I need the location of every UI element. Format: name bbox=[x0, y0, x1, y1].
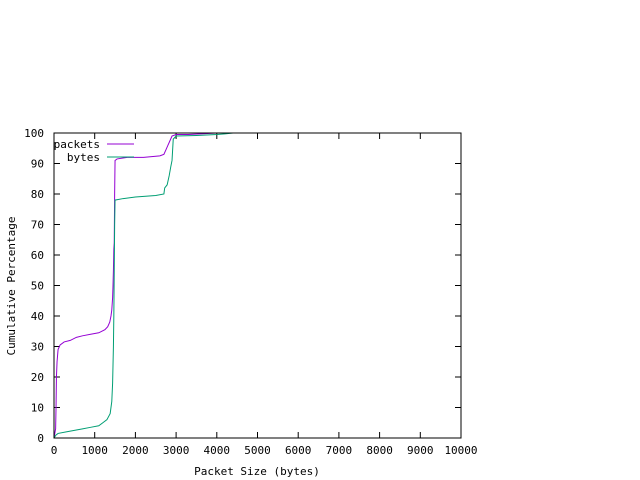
x-axis-label: Packet Size (bytes) bbox=[194, 465, 320, 478]
series-layer bbox=[53, 132, 238, 439]
y-tick-label: 50 bbox=[31, 280, 44, 293]
y-tick-label: 80 bbox=[31, 188, 44, 201]
x-tick-label: 9000 bbox=[407, 444, 434, 457]
x-tick-label: 2000 bbox=[122, 444, 149, 457]
x-tick-label: 4000 bbox=[204, 444, 231, 457]
x-tick-label: 7000 bbox=[326, 444, 353, 457]
x-tick-label: 8000 bbox=[366, 444, 393, 457]
y-tick-label: 100 bbox=[24, 127, 44, 140]
y-tick-label: 40 bbox=[31, 310, 44, 323]
series-line-packets bbox=[53, 132, 230, 439]
y-tick-label: 60 bbox=[31, 249, 44, 262]
x-tick-label: 3000 bbox=[163, 444, 190, 457]
y-axis-label: Cumulative Percentage bbox=[5, 216, 18, 355]
plot-frame bbox=[53, 132, 462, 439]
y-tick-label: 30 bbox=[31, 341, 44, 354]
y-tick-label: 10 bbox=[31, 402, 44, 415]
legend-label-bytes: bytes bbox=[67, 151, 100, 164]
x-tick-label: 5000 bbox=[244, 444, 271, 457]
x-tick-label: 6000 bbox=[285, 444, 312, 457]
series-line-bytes bbox=[53, 132, 238, 439]
x-tick-label: 1000 bbox=[81, 444, 108, 457]
y-tick-label: 70 bbox=[31, 219, 44, 232]
y-tick-label: 90 bbox=[31, 158, 44, 171]
x-tick-label: 0 bbox=[51, 444, 58, 457]
y-tick-label: 0 bbox=[37, 432, 44, 445]
legend-label-packets: packets bbox=[54, 138, 100, 151]
x-tick-label: 10000 bbox=[444, 444, 477, 457]
axes-layer: 0 1000 2000 3000 4000 5000 6000 7000 8000 9000 100… bbox=[24, 127, 477, 457]
y-tick-label: 20 bbox=[31, 371, 44, 384]
